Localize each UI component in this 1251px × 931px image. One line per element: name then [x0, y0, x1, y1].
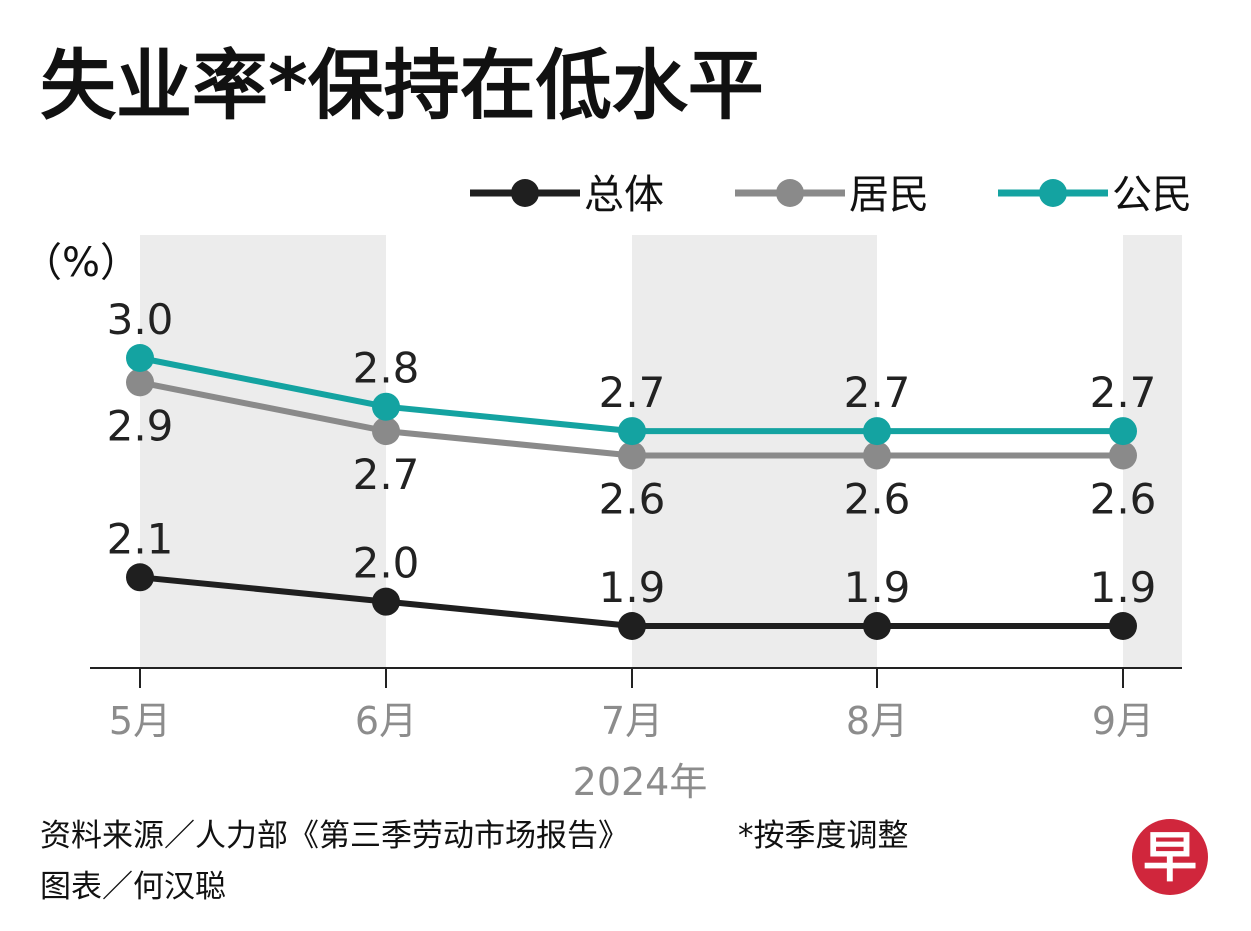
- chart-title: 失业率*保持在低水平: [40, 41, 764, 130]
- legend: 总体 居民 公民: [470, 172, 1192, 218]
- data-point-citizen: [1109, 417, 1137, 446]
- band-7月: [632, 235, 877, 668]
- data-label-citizen: 2.7: [1090, 368, 1157, 417]
- data-label-overall: 2.1: [107, 514, 174, 563]
- source-note: 资料来源／人力部《第三季劳动市场报告》: [40, 818, 629, 854]
- y-unit-label: （%）: [22, 240, 140, 286]
- data-point-resident: [372, 417, 400, 446]
- series-group: [126, 344, 1137, 640]
- logo-circle: [1132, 819, 1208, 895]
- data-point-resident: [126, 368, 154, 397]
- legend-swatch-marker: [511, 179, 539, 207]
- background-bands: [140, 235, 1182, 668]
- data-label-citizen: 2.7: [599, 368, 666, 417]
- data-label-citizen: 2.7: [844, 368, 911, 417]
- data-point-overall: [863, 612, 891, 640]
- data-label-citizen: 2.8: [353, 344, 420, 393]
- legend-swatch-marker: [776, 179, 804, 207]
- x-tick-label: 6月: [355, 699, 417, 743]
- legend-swatch-marker: [1039, 179, 1067, 207]
- data-label-citizen: 3.0: [107, 295, 174, 344]
- data-label-overall: 1.9: [1090, 563, 1157, 612]
- data-label-resident: 2.7: [353, 450, 420, 499]
- band-5月: [140, 235, 386, 668]
- x-tick-label: 9月: [1092, 699, 1154, 743]
- data-point-resident: [863, 441, 891, 470]
- logo-glyph: 早: [1143, 826, 1197, 889]
- data-label-resident: 2.6: [1090, 474, 1157, 523]
- value-labels: 2.9 2.7 2.6 2.6 2.6 3.0 2.8 2.7 2.7 2.7 2.1 2.0 1.9 1…: [107, 295, 1157, 612]
- data-point-citizen: [126, 344, 154, 372]
- x-axis-ticks: 5月 6月 7月 8月 9月: [109, 668, 1154, 743]
- data-point-overall: [126, 563, 154, 592]
- zaobao-logo: 早: [1132, 819, 1208, 895]
- data-point-resident: [1109, 441, 1137, 470]
- data-label-resident: 2.6: [599, 474, 666, 523]
- data-point-citizen: [618, 417, 646, 446]
- data-label-overall: 1.9: [599, 563, 666, 612]
- data-point-overall: [618, 612, 646, 640]
- adjustment-note: *按季度调整: [738, 818, 909, 854]
- x-tick-label: 5月: [109, 699, 171, 743]
- legend-label-citizen: 公民: [1112, 172, 1192, 218]
- x-tick-label: 7月: [601, 699, 663, 743]
- data-point-overall: [1109, 612, 1137, 640]
- data-point-resident: [618, 441, 646, 470]
- data-point-citizen: [863, 417, 891, 446]
- chart-credit: 图表／何汉聪: [40, 869, 226, 905]
- x-axis-year-label: 2024年: [573, 760, 708, 804]
- data-label-resident: 2.9: [107, 401, 174, 450]
- data-label-overall: 1.9: [844, 563, 911, 612]
- x-tick-label: 8月: [846, 699, 908, 743]
- data-point-citizen: [372, 392, 400, 421]
- data-point-overall: [372, 587, 400, 616]
- data-label-resident: 2.6: [844, 474, 911, 523]
- data-label-overall: 2.0: [353, 539, 420, 588]
- legend-label-resident: 居民: [849, 172, 929, 218]
- legend-label-overall: 总体: [584, 172, 664, 218]
